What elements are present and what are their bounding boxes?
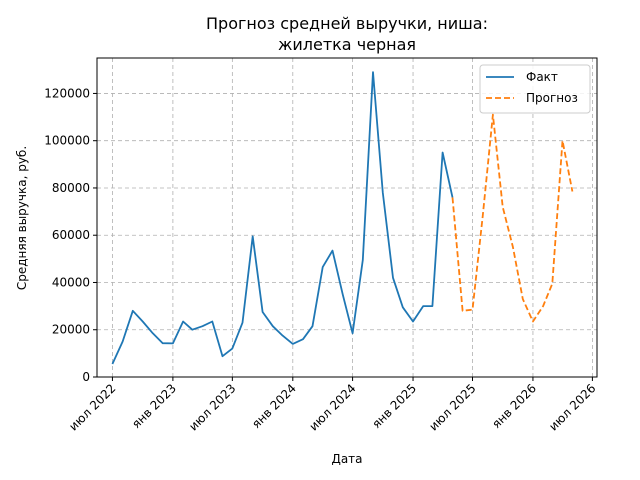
y-tick-label: 100000 bbox=[44, 134, 90, 148]
x-tick-label: янв 2024 bbox=[249, 381, 299, 431]
x-tick-label: янв 2023 bbox=[129, 381, 179, 431]
x-axis: июл 2022 янв 2023 июл 2023 янв 2024 июл 2024… bbox=[66, 377, 599, 434]
y-tick-label: 20000 bbox=[52, 323, 90, 337]
series-layer bbox=[111, 71, 574, 365]
y-tick-label: 40000 bbox=[52, 275, 90, 289]
plot-frame bbox=[96, 57, 598, 378]
chart-title-line-1: Прогноз средней выручки, ниша: bbox=[206, 14, 488, 33]
x-tick-label: июл 2025 bbox=[426, 381, 478, 433]
series-line-forecast bbox=[451, 113, 574, 323]
x-tick-label: янв 2026 bbox=[489, 381, 539, 431]
y-tick-label: 0 bbox=[82, 370, 90, 384]
y-tick-label: 60000 bbox=[52, 228, 90, 242]
legend-label-fact: Факт bbox=[526, 70, 558, 84]
series-line-fact bbox=[111, 71, 454, 365]
x-tick-label: янв 2025 bbox=[369, 381, 419, 431]
x-axis-label: Дата bbox=[331, 452, 362, 466]
y-axis-label: Средняя выручка, руб. bbox=[15, 146, 29, 290]
y-tick-label: 120000 bbox=[44, 86, 90, 100]
y-tick-label: 80000 bbox=[52, 181, 90, 195]
x-tick-label: июл 2026 bbox=[546, 381, 598, 433]
x-tick-label: июл 2022 bbox=[66, 381, 118, 433]
y-axis: 0 20000 40000 60000 80000 100000 120000 bbox=[44, 86, 97, 384]
x-tick-label: июл 2024 bbox=[306, 381, 358, 433]
legend: Факт Прогноз bbox=[479, 64, 591, 114]
x-tick-label: июл 2023 bbox=[186, 381, 238, 433]
chart-title-line-2: жилетка черная bbox=[278, 35, 416, 54]
legend-label-forecast: Прогноз bbox=[526, 91, 578, 105]
